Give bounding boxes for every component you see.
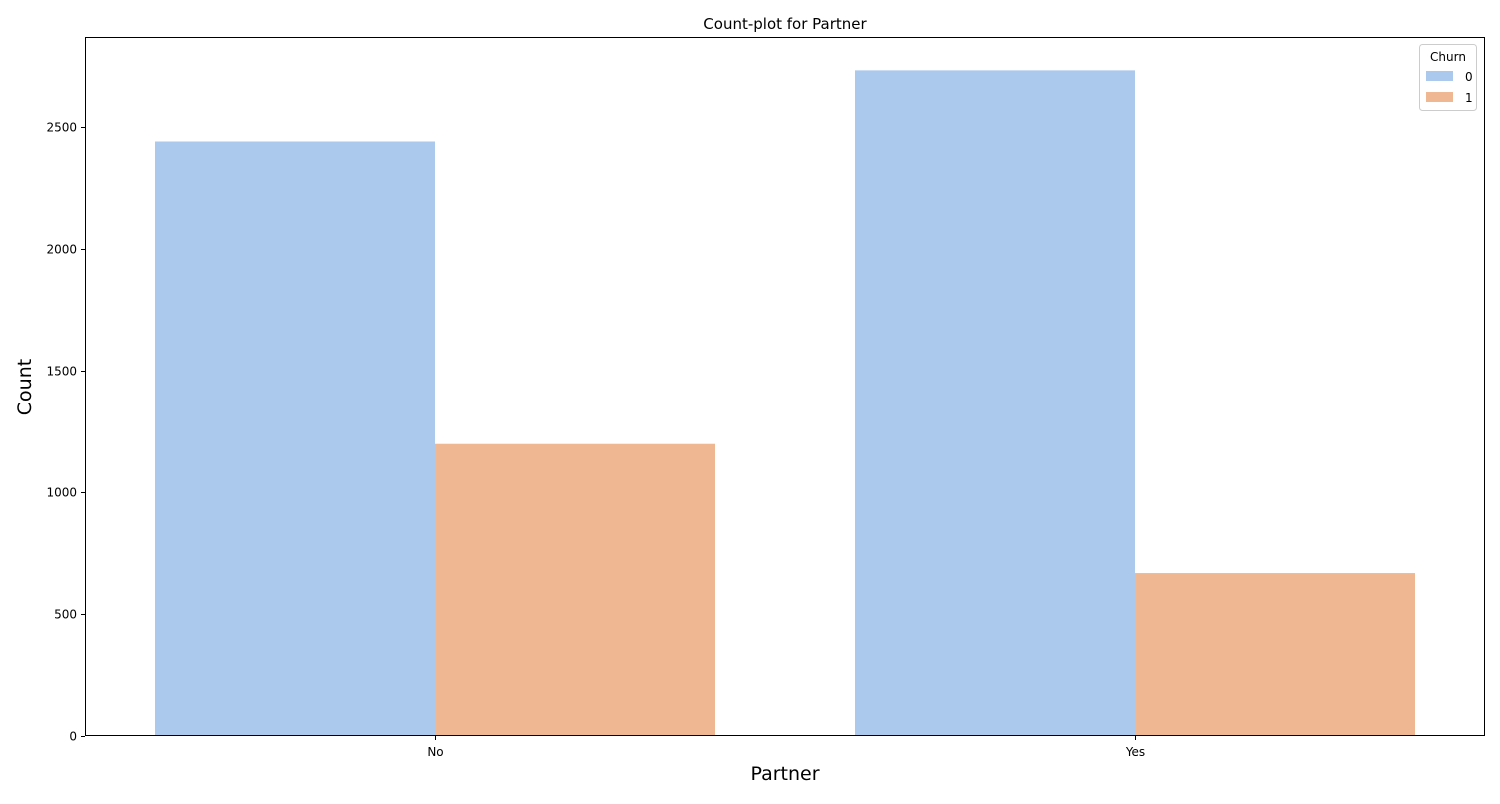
- legend-swatch-0: [1426, 71, 1453, 81]
- bars-layer: [155, 70, 1415, 737]
- y-tick-label: 1000: [46, 486, 77, 500]
- y-tick-label: 2500: [46, 121, 77, 135]
- plot-frame: [85, 37, 1485, 736]
- x-axis-ticks: No Yes: [427, 736, 1145, 759]
- y-tick-label: 500: [54, 608, 77, 622]
- x-tick-label-yes: Yes: [1125, 745, 1145, 759]
- bar-no-series-0: [155, 141, 435, 737]
- x-tick-label-no: No: [427, 745, 443, 759]
- y-tick-label: 1500: [46, 365, 77, 379]
- bar-no-series-1: [435, 443, 715, 736]
- legend-items: 01: [1426, 70, 1473, 105]
- y-tick-label: 2000: [46, 243, 77, 257]
- x-axis-label: Partner: [750, 763, 819, 785]
- legend-swatch-1: [1426, 92, 1453, 102]
- y-axis-ticks: 0 500 1000 1500 2000 2500: [46, 121, 85, 744]
- legend-title: Churn: [1430, 50, 1466, 64]
- bar-yes-series-1: [1135, 573, 1415, 736]
- legend-label-1: 1: [1465, 91, 1473, 105]
- legend-label-0: 0: [1465, 70, 1473, 84]
- chart-title: Count-plot for Partner: [703, 15, 867, 33]
- y-tick-label: 0: [69, 730, 77, 744]
- y-axis-label: Count: [14, 359, 36, 415]
- legend: Churn 01: [1419, 44, 1477, 111]
- bar-yes-series-0: [855, 70, 1135, 737]
